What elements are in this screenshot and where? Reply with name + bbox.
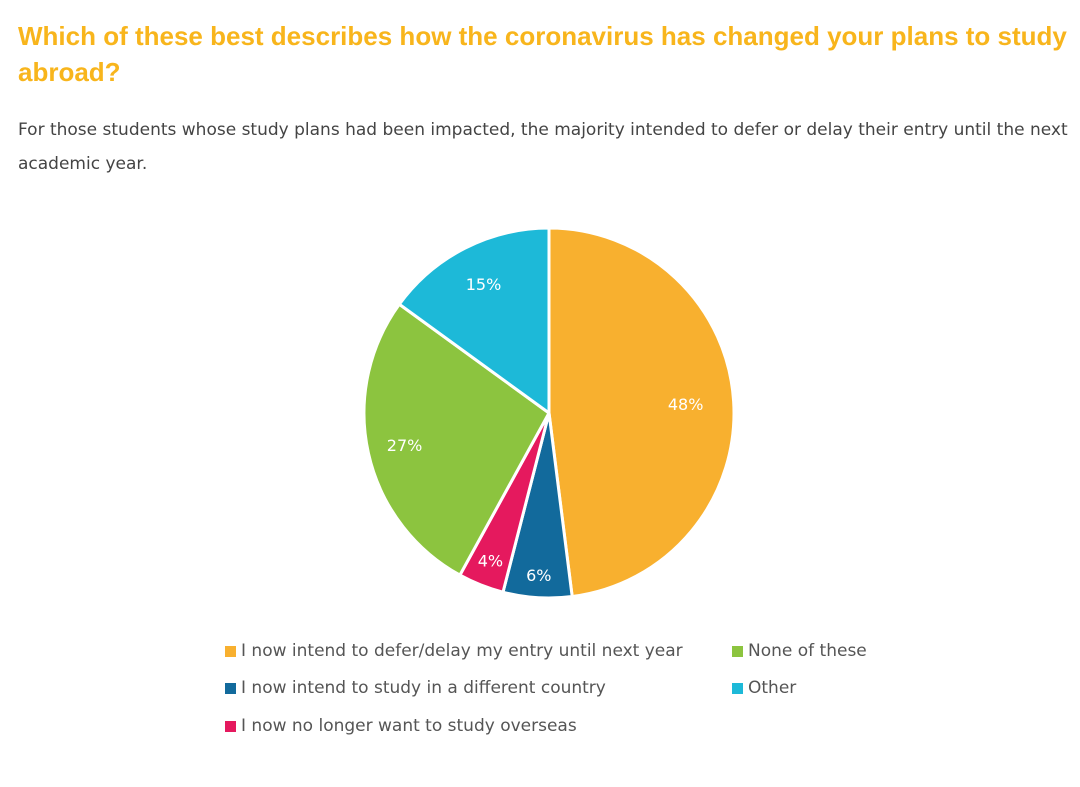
pie-slice-i-now-intend-to-defer-delay-my-entry-until-next-year (547, 226, 736, 599)
legend-swatch-other (732, 682, 743, 694)
legend-label-no-longer-overseas: I now no longer want to study overseas (241, 716, 577, 736)
pie-slice-other (397, 226, 551, 415)
chart-title: Which of these best describes how the co… (18, 21, 1067, 87)
chart-subtitle: For those students whose study plans had… (18, 120, 1068, 174)
legend-label-different-country: I now intend to study in a different cou… (241, 678, 606, 698)
legend-swatch-no-longer-overseas (225, 720, 236, 732)
slice-label-i-now-intend-to-study-in-a-different-country: 6% (526, 566, 551, 585)
legend: I now intend to defer/delay my entry unt… (225, 638, 925, 758)
slice-label-other: 15% (466, 275, 502, 294)
slice-label-i-now-intend-to-defer-delay-my-entry-until-next-year: 48% (668, 395, 704, 414)
legend-item-no-longer-overseas: I now no longer want to study overseas (225, 713, 577, 739)
legend-label-defer: I now intend to defer/delay my entry unt… (241, 641, 683, 661)
legend-item-other: Other (732, 675, 796, 701)
slice-label-i-now-no-longer-want-to-study-overseas: 4% (478, 551, 503, 570)
legend-label-other: Other (748, 678, 797, 698)
legend-swatch-different-country (225, 682, 236, 694)
legend-swatch-defer (225, 645, 236, 657)
slice-label-none-of-these: 27% (387, 436, 423, 455)
legend-item-none-of-these: None of these (732, 638, 867, 664)
legend-swatch-none-of-these (732, 645, 743, 657)
legend-item-defer: I now intend to defer/delay my entry unt… (225, 638, 683, 664)
legend-label-none-of-these: None of these (748, 641, 867, 661)
pie-slice-none-of-these (362, 302, 551, 577)
legend-item-different-country: I now intend to study in a different cou… (225, 675, 606, 701)
